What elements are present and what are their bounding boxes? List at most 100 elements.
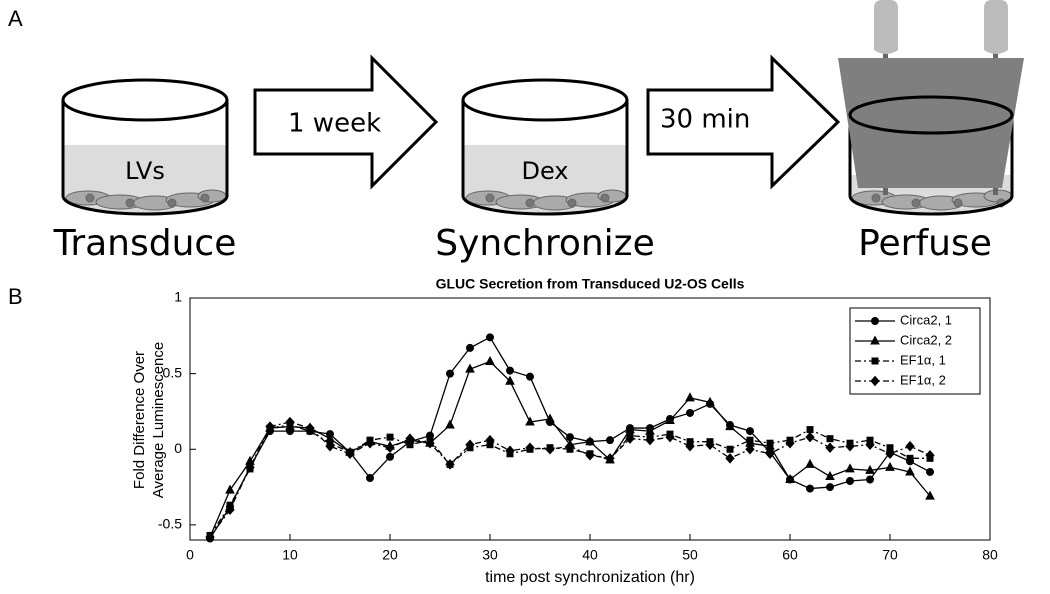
marker: [925, 450, 935, 461]
legend: Circa2, 1 Circa2, 2 EF1α, 1 EF1α, 2: [849, 307, 981, 395]
marker: [526, 372, 534, 381]
marker: [606, 436, 614, 445]
marker: [545, 413, 555, 423]
marker: [870, 375, 880, 387]
marker: [865, 439, 875, 450]
marker: [265, 421, 275, 432]
x-tick-label: 40: [582, 547, 598, 563]
marker: [825, 470, 835, 480]
marker: [826, 483, 834, 492]
marker: [805, 431, 815, 443]
marker: [405, 433, 415, 444]
marker: [245, 462, 255, 473]
y-tick-label: -0.5: [158, 516, 182, 532]
marker: [925, 490, 935, 500]
y-axis-label: Fold Difference Over: [131, 351, 148, 489]
marker: [846, 477, 854, 486]
marker: [445, 459, 455, 470]
marker: [885, 461, 895, 471]
marker: [746, 427, 754, 436]
x-tick-label: 60: [782, 547, 798, 563]
marker: [746, 436, 754, 444]
perfusion-dish: [838, 0, 1024, 216]
marker: [665, 431, 675, 443]
marker: [386, 452, 394, 461]
marker: [905, 440, 915, 452]
marker: [285, 416, 295, 428]
arrow: [253, 54, 439, 190]
marker: [465, 439, 475, 450]
marker: [445, 419, 455, 429]
marker: [725, 421, 735, 431]
x-tick-label: 70: [882, 547, 898, 563]
marker: [425, 437, 435, 449]
y-tick-label: 1: [174, 289, 182, 305]
legend-label: EF1α, 2: [900, 372, 946, 387]
dish: [61, 78, 229, 216]
y-axis-label: Average Luminescence: [150, 342, 167, 499]
marker: [765, 448, 775, 460]
marker: [766, 439, 774, 447]
dish: [461, 78, 629, 216]
marker: [225, 484, 235, 494]
marker: [446, 369, 454, 378]
step-caption: Perfuse: [858, 223, 992, 264]
marker: [745, 443, 755, 455]
marker: [465, 363, 475, 373]
marker: [825, 442, 835, 453]
marker: [486, 333, 494, 342]
marker: [625, 433, 635, 444]
marker: [905, 466, 915, 476]
marker: [685, 392, 695, 402]
x-tick-label: 30: [482, 547, 498, 563]
chart-title: GLUC Secretion from Transduced U2-OS Cel…: [436, 276, 745, 292]
marker: [366, 473, 374, 482]
marker: [885, 448, 895, 460]
marker: [805, 458, 815, 468]
marker: [665, 414, 675, 425]
marker: [505, 375, 515, 385]
x-axis-label: time post synchronization (hr): [485, 569, 695, 586]
marker: [705, 396, 715, 406]
marker: [871, 317, 879, 325]
marker: [726, 445, 734, 453]
dish-label: LVs: [125, 157, 165, 185]
marker: [525, 416, 535, 426]
marker: [545, 443, 555, 455]
marker: [525, 442, 535, 453]
arrow-label: 30 min: [660, 105, 750, 135]
marker: [365, 437, 375, 449]
marker: [345, 448, 355, 460]
step-caption: Transduce: [53, 223, 237, 264]
arrow-label: 1 week: [288, 109, 381, 139]
marker: [466, 343, 474, 352]
y-tick-label: 0: [174, 440, 182, 456]
marker: [386, 433, 394, 441]
marker: [686, 408, 694, 417]
marker: [385, 442, 395, 453]
legend-label: EF1α, 1: [900, 352, 946, 367]
marker: [506, 366, 514, 375]
marker: [866, 475, 874, 484]
marker: [906, 454, 914, 462]
marker: [325, 440, 335, 452]
marker: [645, 434, 655, 446]
marker: [485, 355, 495, 366]
marker: [870, 335, 880, 345]
marker: [225, 504, 235, 516]
x-tick-label: 20: [382, 547, 398, 563]
marker: [505, 445, 515, 457]
arrow: [646, 54, 841, 190]
marker: [305, 422, 315, 434]
dish-label: Dex: [521, 157, 568, 185]
x-tick-label: 0: [186, 547, 194, 563]
marker: [685, 440, 695, 452]
marker: [785, 473, 795, 483]
marker: [585, 450, 595, 461]
marker: [826, 435, 834, 443]
y-tick-label: 0.5: [163, 364, 183, 380]
marker: [585, 436, 595, 446]
marker: [806, 426, 814, 434]
step-caption: Synchronize: [435, 223, 654, 264]
